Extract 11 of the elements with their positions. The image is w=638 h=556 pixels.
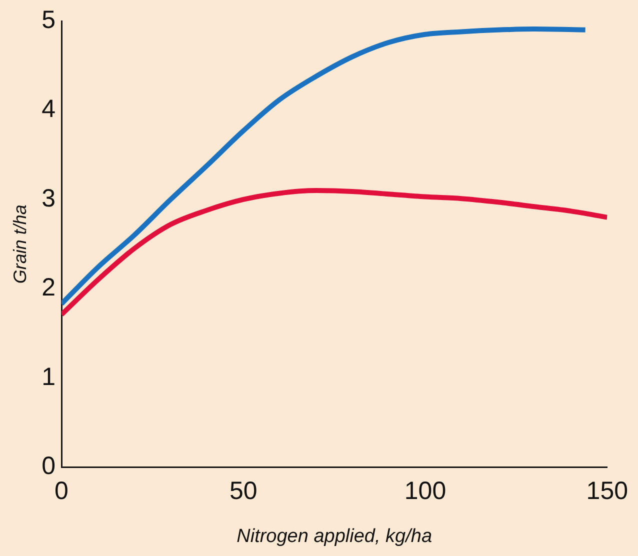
- x-tick-label: 150: [586, 477, 628, 506]
- y-tick-label: 0: [42, 452, 56, 480]
- x-axis-title: Nitrogen applied, kg/ha: [236, 526, 432, 547]
- y-tick-label: 3: [42, 184, 56, 212]
- x-tick-label: 50: [229, 477, 258, 506]
- y-tick-label: 1: [42, 362, 56, 391]
- y-axis-title: Grain t/ha: [10, 204, 30, 284]
- x-tick-label: 100: [404, 477, 446, 506]
- y-tick-label: 5: [42, 6, 56, 34]
- y-tick-label: 2: [42, 274, 56, 302]
- y-tick-label: 4: [42, 95, 56, 124]
